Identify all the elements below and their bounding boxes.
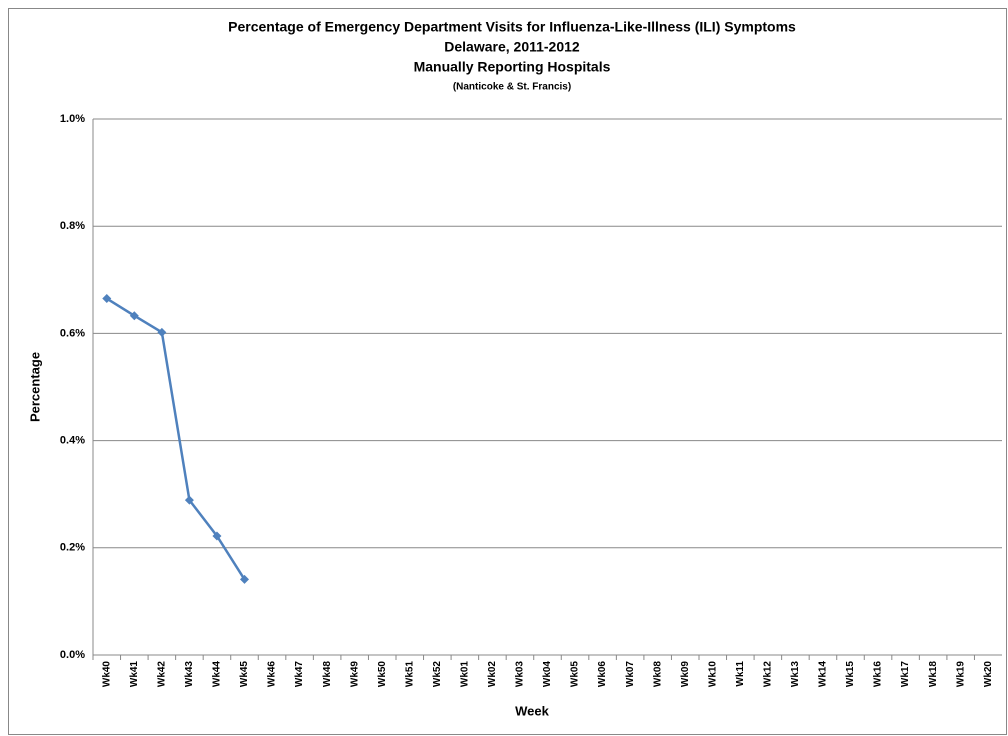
point (129, 311, 139, 321)
chart-subtitle: Manually Reporting Hospitals (414, 59, 611, 75)
x-tick-label: Wk07 (625, 661, 636, 688)
chart-title: Percentage of Emergency Department Visit… (228, 19, 796, 35)
point (212, 531, 222, 541)
x-tick-label: Wk01 (460, 661, 471, 688)
x-tick-label: Wk43 (184, 661, 195, 688)
x-tick-label: Wk45 (239, 661, 250, 688)
y-tick-label: 0.2% (60, 542, 85, 554)
x-tick-label: Wk46 (267, 661, 278, 688)
y-tick-label: 0.8% (60, 220, 85, 232)
x-tick-label: Wk14 (818, 661, 829, 688)
x-tick-label: Wk40 (101, 661, 112, 688)
x-tick-label: Wk11 (735, 661, 746, 687)
x-tick-label: Wk42 (157, 661, 168, 688)
y-tick-label: 0.6% (60, 327, 85, 339)
x-tick-label: Wk16 (873, 661, 884, 688)
x-tick-label: Wk17 (900, 661, 911, 688)
x-tick-label: Wk04 (542, 661, 553, 688)
x-tick-label: Wk19 (955, 661, 966, 688)
x-tick-label: Wk50 (377, 661, 388, 688)
x-tick-label: Wk08 (652, 661, 663, 688)
x-tick-label: Wk05 (570, 661, 581, 688)
x-tick-label: Wk49 (349, 661, 360, 688)
x-tick-label: Wk10 (707, 661, 718, 688)
chart-frame (8, 8, 1007, 735)
chart-subtitle: (Nanticoke & St. Francis) (453, 82, 571, 93)
point (102, 294, 112, 304)
point (157, 327, 167, 337)
x-tick-label: Wk44 (212, 661, 223, 688)
x-tick-label: Wk03 (515, 661, 526, 688)
x-tick-label: Wk51 (404, 661, 415, 688)
point (240, 574, 249, 584)
x-tick-label: Wk52 (432, 661, 443, 688)
x-tick-label: Wk09 (680, 661, 691, 688)
y-axis-label: Percentage (27, 352, 42, 422)
x-tick-label: Wk20 (983, 661, 994, 688)
x-tick-label: Wk18 (928, 661, 939, 688)
x-tick-label: Wk12 (763, 661, 774, 688)
x-tick-label: Wk13 (790, 661, 801, 688)
point (184, 495, 194, 505)
y-tick-label: 1.0% (60, 113, 85, 125)
x-tick-label: Wk02 (487, 661, 498, 688)
y-tick-label: 0.0% (60, 649, 85, 661)
x-axis-label: Week (515, 703, 549, 718)
x-tick-label: Wk15 (845, 661, 856, 688)
x-tick-label: Wk41 (129, 661, 140, 688)
line (106, 297, 246, 581)
y-tick-label: 0.4% (60, 435, 85, 447)
x-tick-label: Wk48 (322, 661, 333, 688)
x-tick-label: Wk47 (294, 661, 305, 688)
x-tick-label: Wk06 (597, 661, 608, 688)
chart-subtitle: Delaware, 2011-2012 (444, 39, 580, 55)
